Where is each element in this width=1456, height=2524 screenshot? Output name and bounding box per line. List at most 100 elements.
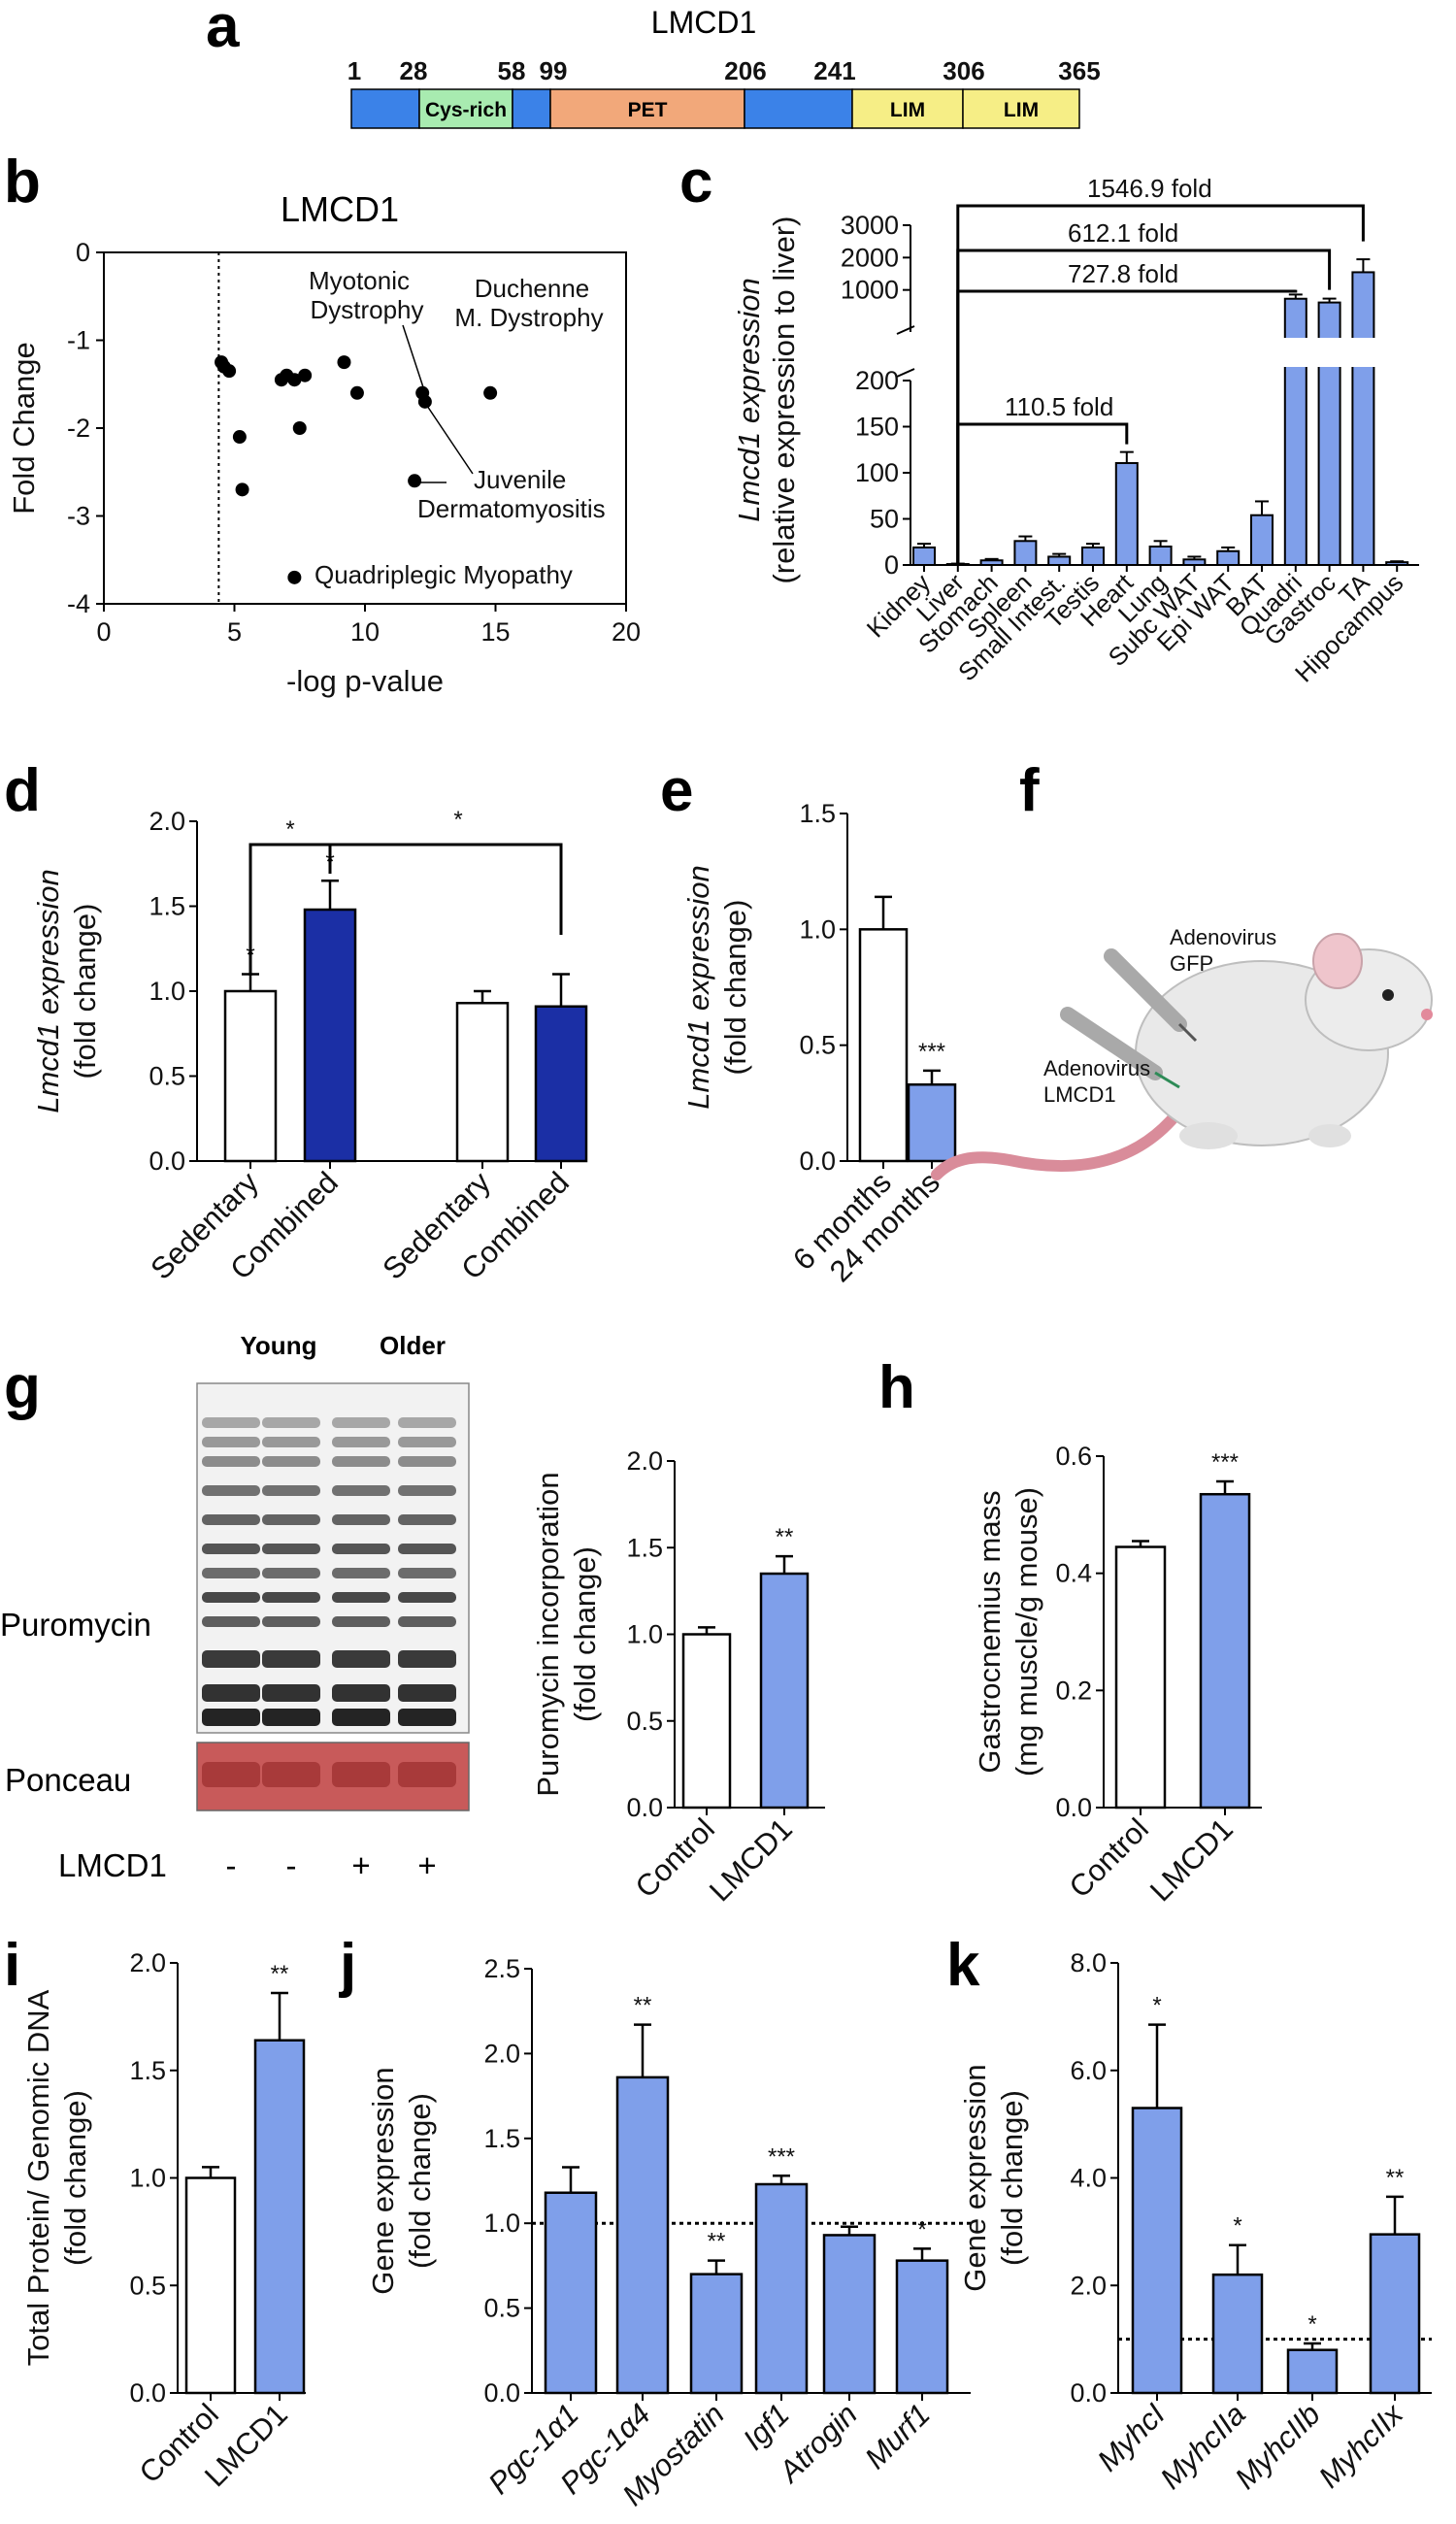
mouse-tail [931,1091,1195,1180]
domain-diagram: LMCD1 1 28 58 99 206 241 306 365 Cys-rich PET LIM… [347,5,1101,129]
domain-segment [512,88,551,129]
y-tick-label: 1.5 [799,799,836,828]
y-axis-label: Lmcd1 expression [681,865,715,1110]
data-point [235,482,249,497]
annotation-juvenile: Dermatomyositis [417,494,606,523]
fold-change-label: 110.5 fold [1005,392,1113,421]
blot-band [262,1684,320,1702]
blot-band [398,1437,456,1447]
x-tick-label: Murf1 [858,2397,937,2475]
blot-label-older: Older [380,1331,446,1360]
blot-band [398,1709,456,1726]
bar [1047,555,1072,567]
data-point [337,355,351,370]
domain-title: LMCD1 [651,5,756,40]
bar [907,1082,957,1163]
x-tick-label: Control [629,1811,721,1904]
annotation-juvenile: Juvenile [474,465,566,494]
y-tick-label: 2.0 [1070,2271,1107,2300]
data-point [287,373,302,387]
blot-band [262,1568,320,1578]
blot-band [332,1650,390,1668]
bar [759,1572,810,1810]
significance-label: ** [271,1961,289,1987]
significance-label: * [1307,2311,1316,2338]
bar [1216,549,1241,566]
bar [1199,1492,1251,1810]
y-axis-label: Lmcd1 expression [732,278,766,522]
x-tick-label: MyhcIIx [1312,2396,1410,2494]
y-tick-label: 2.5 [483,1954,520,1983]
significance-label: * [285,816,294,843]
bar [455,1002,510,1163]
significance-label: * [917,2216,926,2242]
position-label: 241 [813,56,855,85]
bar [979,559,1004,566]
data-point [417,394,432,409]
panel-label-a: a [206,0,240,60]
syringe-lmcd1 [1060,1007,1180,1089]
data-point [232,430,247,445]
position-label: 1 [347,56,361,85]
domain-segment [350,88,420,129]
label-gfp: GFP [1170,951,1213,976]
y-tick-label: -3 [67,502,90,531]
y-axis-label-units: (fold change) [718,900,752,1076]
blot-label-young: Young [241,1331,317,1360]
annotation-duchenne: M. Dystrophy [454,303,603,332]
x-tick-label: LMCD1 [703,1811,799,1908]
chart-title: LMCD1 [281,189,399,229]
blot-band [202,1616,260,1627]
bar [1131,2107,1183,2395]
y-tick-label: 0.5 [483,2294,520,2323]
panel-label-j: j [339,1932,356,1999]
total-protein-chart: 0.0 0.5 1.0 1.5 2.0 Total Protein/ Genomic DN… [21,1948,306,2493]
axis-break-gap [912,338,1421,367]
bar [1114,1545,1167,1810]
bar [1013,540,1038,566]
bar [1081,546,1105,567]
x-tick-label: 20 [612,617,641,647]
bar [1211,2273,1264,2395]
panel-label-i: i [4,1932,20,1999]
panel-label-k: k [946,1932,980,1999]
mouse-nose [1421,1009,1433,1020]
panel-label-g: g [4,1354,41,1421]
y-tick-label: -4 [67,589,90,618]
x-tick-label: 15 [480,617,510,647]
blot-band [332,1592,390,1603]
x-tick-label: 10 [350,617,380,647]
annotation-quadriplegic: Quadriplegic Myopathy [314,560,573,589]
blot-band [398,1568,456,1578]
blot-band [262,1544,320,1554]
y-tick-label: 0.0 [483,2378,520,2408]
y-axis-label-units: (fold change) [68,904,102,1079]
y-tick-label: -2 [67,414,90,443]
blot-band [398,1592,456,1603]
x-tick-label: 0 [96,617,111,647]
y-axis-label-units: (relative expression to liver) [767,216,801,583]
blot-band [262,1592,320,1603]
blot-band [332,1709,390,1726]
data-point [292,421,307,435]
y-tick-label: 0.0 [129,2378,166,2408]
blot-band [398,1485,456,1496]
x-tick-label: 5 [227,617,242,647]
blot-band [262,1514,320,1525]
y-tick-label: 4.0 [1070,2164,1107,2193]
y-tick-label: 0.0 [799,1146,836,1176]
y-axis-label-units: (fold change) [403,2093,437,2269]
y-axis-label: Gene expression [366,2067,400,2294]
y-tick-label: 0.5 [799,1031,836,1060]
y-tick-label: 1.5 [483,2124,520,2153]
puromycin-chart: 0.0 0.5 1.0 1.5 2.0 Puromycin incorporation (f… [531,1446,825,1908]
y-tick-label: 1000 [841,276,899,305]
y-axis-label: Gene expression [958,2064,992,2291]
blot-band [262,1437,320,1447]
bar [544,2191,598,2395]
lane-sign: + [417,1847,436,1883]
y-tick-label: 1.0 [483,2208,520,2238]
y-tick-label: 0 [884,550,899,580]
blot-band [202,1417,260,1428]
